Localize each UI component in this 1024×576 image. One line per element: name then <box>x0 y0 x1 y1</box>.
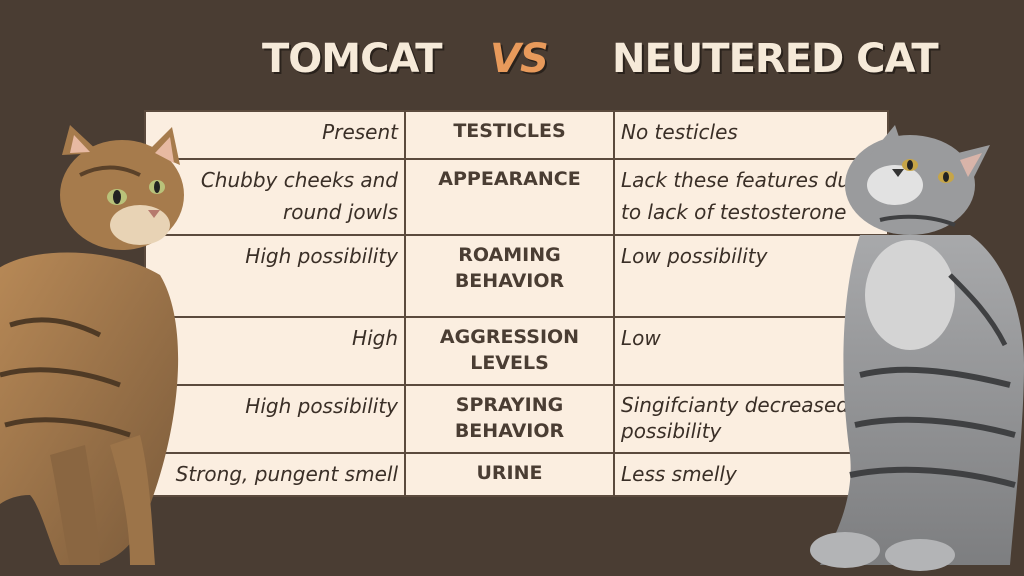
neutered-cell: Lack these features due to lack of testo… <box>613 158 889 236</box>
neutered-cell: No testicles <box>613 110 889 160</box>
neutered-cell: Low <box>613 316 889 386</box>
table-row: Chubby cheeks and round jowls APPEARANCE… <box>144 158 889 236</box>
vs-label: VS <box>490 36 549 82</box>
table-row: High AGGRESSION LEVELS Low <box>144 316 889 386</box>
feature-cell: TESTICLES <box>404 110 615 160</box>
table-row: High possibility ROAMING BEHAVIOR Low po… <box>144 234 889 318</box>
neutered-cell: Less smelly <box>613 452 889 497</box>
table-row: Present TESTICLES No testicles <box>144 110 889 160</box>
tabby-tomcat-image <box>0 125 184 565</box>
comparison-table: Present TESTICLES No testicles Chubby ch… <box>144 110 889 497</box>
table-row: Strong, pungent smell URINE Less smelly <box>144 452 889 497</box>
tomcat-cell: High possibility <box>144 234 406 318</box>
tomcat-cell: High possibility <box>144 384 406 454</box>
neutered-cell: Singifcianty decreased possibility <box>613 384 889 454</box>
feature-cell: ROAMING BEHAVIOR <box>404 234 615 318</box>
tomcat-cell: Present <box>144 110 406 160</box>
tomcat-cell: Chubby cheeks and round jowls <box>144 158 406 236</box>
table-row: High possibility SPRAYING BEHAVIOR Singi… <box>144 384 889 454</box>
feature-cell: URINE <box>404 452 615 497</box>
tomcat-title: TOMCAT <box>262 36 443 82</box>
tomcat-cell: High <box>144 316 406 386</box>
feature-cell: APPEARANCE <box>404 158 615 236</box>
feature-cell: SPRAYING BEHAVIOR <box>404 384 615 454</box>
gray-neutered-cat-image <box>810 125 1024 571</box>
neutered-cat-title: NEUTERED CAT <box>612 36 939 82</box>
feature-cell: AGGRESSION LEVELS <box>404 316 615 386</box>
neutered-cell: Low possibility <box>613 234 889 318</box>
